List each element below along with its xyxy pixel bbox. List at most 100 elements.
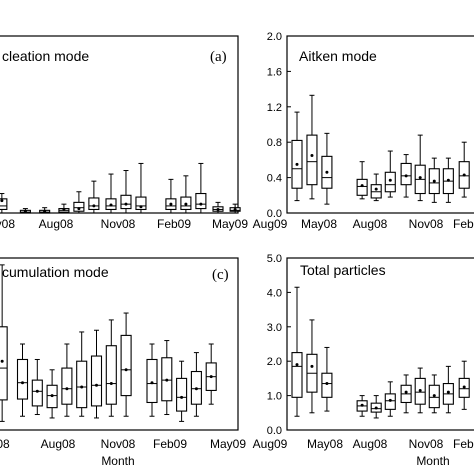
mean-marker <box>325 382 329 386</box>
panel-b-y-axis: 0.0 0.4 0.8 1.2 1.6 2.0 <box>267 31 291 220</box>
iqr-box <box>31 379 43 407</box>
box-b-5 <box>370 173 382 202</box>
box-a-7 <box>105 173 117 214</box>
mean-marker <box>92 204 96 208</box>
panel-b-boxes <box>291 94 470 205</box>
y-tick-label-b-5: 1.6 <box>267 66 282 78</box>
mean-marker <box>446 390 450 394</box>
box-c-2 <box>16 343 29 417</box>
box-a-2 <box>19 208 31 214</box>
mean-marker <box>80 385 84 389</box>
y-tick-label-d-4: 3.0 <box>267 322 282 334</box>
box-a-5 <box>73 191 85 214</box>
box-c-12 <box>176 360 188 422</box>
box-a-14 <box>229 203 241 214</box>
panel-a-title: cleation mode <box>2 48 89 64</box>
box-a-1 <box>0 193 8 214</box>
box-a-4 <box>58 203 70 214</box>
panel-c-frame <box>0 257 239 431</box>
y-tick-label-d-6: 5.0 <box>267 253 282 265</box>
box-c-5 <box>61 343 73 417</box>
iqr-box <box>90 355 103 407</box>
panel-c-x-axis-label: Month <box>101 454 134 468</box>
iqr-box <box>176 377 188 412</box>
x-tick-label-a-4: Feb09 <box>157 217 191 231</box>
x-tick-label-a-3: Nov08 <box>101 217 136 231</box>
iqr-box <box>16 358 29 400</box>
mean-marker <box>295 162 299 166</box>
mean-marker <box>124 368 128 372</box>
mean-marker <box>360 184 364 188</box>
mean-marker <box>95 383 98 387</box>
iqr-box <box>146 358 158 404</box>
mean-marker <box>418 388 422 392</box>
y-tick-label-b-2: 0.4 <box>267 173 282 185</box>
panel-c-title: cumulation mode <box>2 264 109 280</box>
y-tick-label-b-1: 0.0 <box>267 208 282 220</box>
box-b-4 <box>356 161 368 200</box>
y-tick-label-d-5: 4.0 <box>267 287 282 299</box>
panel-b-frame <box>286 35 474 214</box>
mean-marker <box>310 364 314 368</box>
mean-marker <box>150 381 154 385</box>
panel-c-tag: (c) <box>212 267 229 283</box>
iqr-box <box>88 197 100 211</box>
x-tick-label-a-2: Aug08 <box>39 217 74 231</box>
iqr-box <box>400 162 412 186</box>
x-tick-label-b-4: Feb09 <box>453 217 474 231</box>
box-a-12 <box>195 162 207 214</box>
iqr-box <box>135 196 147 211</box>
panel-b-x-ticks: May08 Aug08 Nov08 Feb09 <box>301 217 474 231</box>
mean-marker <box>23 209 27 213</box>
mean-marker <box>124 202 128 206</box>
mean-marker <box>209 375 213 379</box>
x-tick-label-c-5: May09 <box>210 437 246 451</box>
box-b-9 <box>428 157 440 203</box>
mean-marker <box>388 178 392 182</box>
mean-marker <box>388 398 392 402</box>
box-d-10 <box>442 365 454 414</box>
y-tick-label-b-6: 2.0 <box>267 31 282 43</box>
mean-marker <box>374 406 378 410</box>
iqr-box <box>0 326 8 401</box>
mean-marker <box>184 202 188 206</box>
mean-marker <box>404 390 408 394</box>
mean-marker <box>50 394 54 398</box>
mean-marker <box>109 203 113 207</box>
box-d-9 <box>428 374 440 414</box>
box-b-11 <box>458 141 470 198</box>
mean-marker <box>165 378 169 382</box>
iqr-box <box>0 198 8 211</box>
iqr-box <box>291 352 303 398</box>
box-d-5 <box>370 395 382 419</box>
box-c-6 <box>76 331 88 417</box>
panel-d-total-particles: Total particles 0.0 1.0 2.0 3.0 4.0 5.0 May08… <box>267 253 474 468</box>
x-tick-label-d-3: Nov08 <box>409 437 444 451</box>
x-tick-label-b-2: Aug08 <box>353 217 388 231</box>
x-tick-label-d-1: May08 <box>307 437 343 451</box>
panel-c-accumulation-mode: cumulation mode (c) y08 Aug08 Nov08 Feb09 Ma… <box>0 257 288 468</box>
panel-d-x-ticks: May08 Aug08 Nov08 Feb09 <box>307 437 474 451</box>
x-tick-label-c-2: Aug08 <box>41 437 76 451</box>
mean-marker <box>325 170 329 174</box>
iqr-box <box>195 192 207 210</box>
mean-marker <box>404 174 408 178</box>
x-tick-label-d-2: Aug08 <box>353 437 388 451</box>
box-b-10 <box>442 157 454 203</box>
iqr-box <box>120 334 132 397</box>
panel-b-title: Aitken mode <box>299 48 377 64</box>
box-d-2 <box>306 319 318 414</box>
box-b-3 <box>321 132 333 205</box>
iqr-box <box>120 194 132 210</box>
box-b-1 <box>291 111 303 202</box>
box-a-3 <box>39 207 51 214</box>
box-d-11 <box>458 360 470 410</box>
box-c-9 <box>120 312 132 417</box>
panel-d-x-axis-label: Month <box>416 454 449 468</box>
box-d-1 <box>291 286 303 417</box>
panel-d-title: Total particles <box>300 262 386 278</box>
box-a-8 <box>120 170 132 214</box>
box-c-1 <box>0 264 8 422</box>
panel-a-boxes <box>0 162 241 214</box>
box-c-8 <box>105 319 117 417</box>
